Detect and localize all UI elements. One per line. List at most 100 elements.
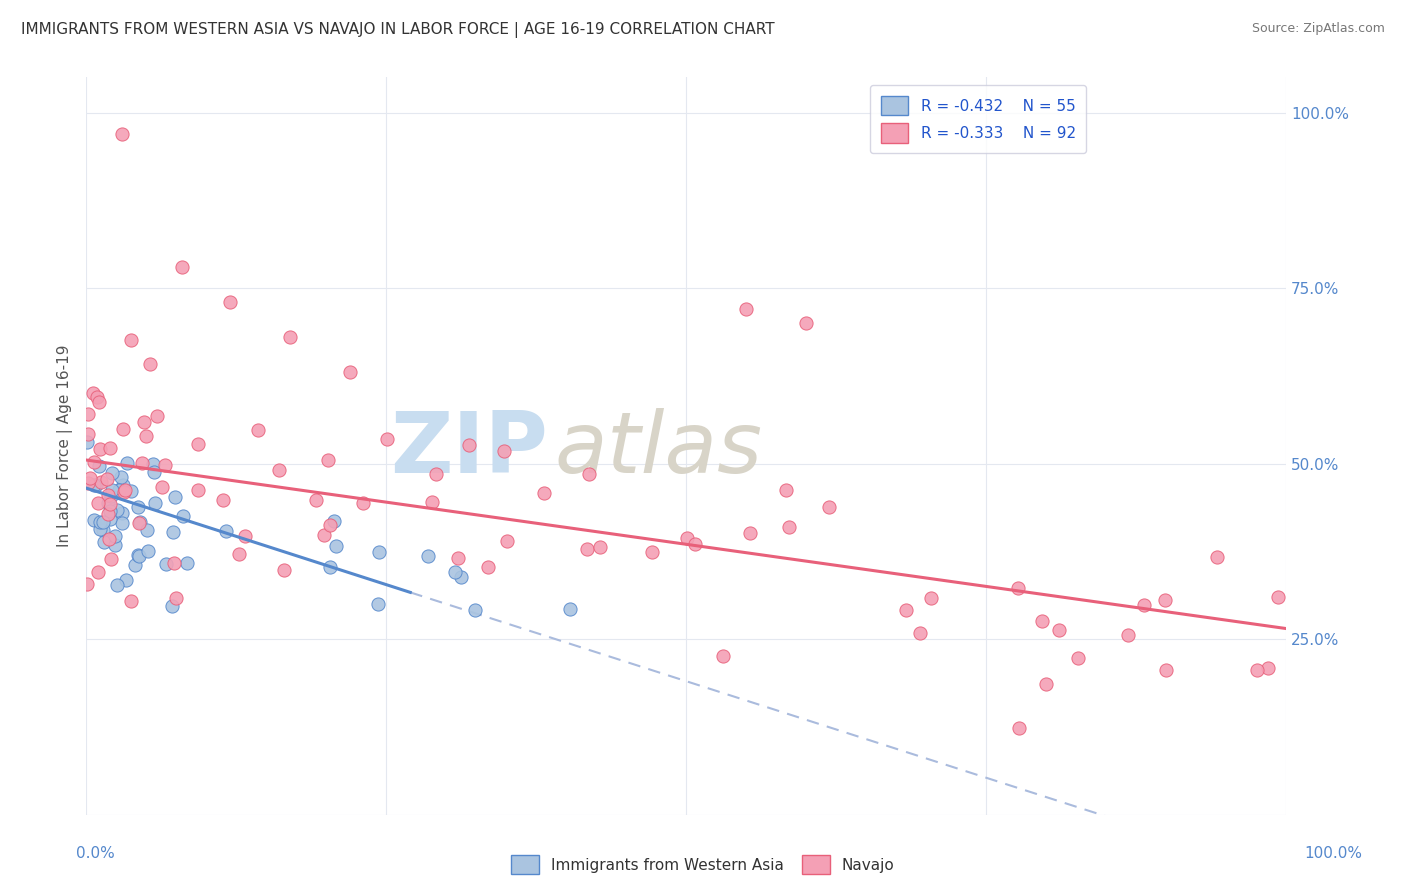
Point: [219, 295, 242, 310]
Point: [97, 488, 120, 502]
Point: [128, 549, 150, 563]
Point: [1035, 677, 1057, 691]
Point: [120, 334, 142, 348]
Point: [896, 602, 918, 616]
Point: [420, 495, 443, 509]
Point: [87, 496, 110, 510]
Point: [533, 486, 555, 500]
Point: [108, 483, 131, 497]
Point: [458, 438, 481, 452]
Text: 100.0%: 100.0%: [1303, 847, 1362, 861]
Point: [322, 514, 344, 528]
Point: [111, 506, 134, 520]
Point: [1031, 614, 1053, 628]
Point: [100, 551, 122, 566]
Point: [90, 475, 112, 490]
Point: [127, 500, 149, 515]
Point: [76, 434, 98, 449]
Point: [160, 599, 183, 614]
Point: [128, 516, 150, 531]
Point: [112, 478, 135, 492]
Point: [464, 603, 486, 617]
Point: [215, 524, 238, 539]
Point: [76, 577, 98, 591]
Point: [794, 316, 817, 330]
Point: [477, 559, 499, 574]
Point: [105, 503, 128, 517]
Point: [112, 485, 135, 500]
Point: [492, 444, 515, 458]
Point: [450, 570, 472, 584]
Point: [1246, 663, 1268, 677]
Point: [576, 541, 599, 556]
Point: [1206, 549, 1229, 564]
Point: [818, 500, 841, 514]
Point: [172, 260, 194, 274]
Point: [93, 534, 115, 549]
Point: [131, 457, 153, 471]
Point: [165, 591, 187, 606]
Point: [77, 407, 100, 421]
Point: [142, 465, 165, 479]
Point: [97, 508, 120, 522]
Point: [447, 550, 470, 565]
Point: [111, 422, 134, 436]
Point: [187, 437, 209, 451]
Point: [136, 524, 159, 538]
Point: [134, 415, 156, 429]
Point: [98, 512, 121, 526]
Point: [98, 442, 121, 456]
Point: [101, 466, 124, 480]
Point: [246, 423, 269, 437]
Point: [920, 591, 942, 605]
Point: [162, 525, 184, 540]
Text: IMMIGRANTS FROM WESTERN ASIA VS NAVAJO IN LABOR FORCE | AGE 16-19 CORRELATION CH: IMMIGRANTS FROM WESTERN ASIA VS NAVAJO I…: [21, 22, 775, 38]
Point: [1008, 721, 1031, 735]
Point: [143, 496, 166, 510]
Point: [100, 490, 122, 504]
Point: [1067, 650, 1090, 665]
Point: [115, 573, 138, 587]
Point: [111, 516, 134, 530]
Point: [1257, 661, 1279, 675]
Point: [91, 515, 114, 529]
Point: [127, 548, 149, 562]
Point: [86, 390, 108, 404]
Point: [83, 455, 105, 469]
Point: [368, 545, 391, 559]
Point: [103, 538, 125, 552]
Point: [312, 528, 335, 542]
Point: [98, 532, 121, 546]
Point: [908, 625, 931, 640]
Point: [98, 504, 121, 518]
Point: [735, 302, 758, 317]
Point: [319, 518, 342, 533]
Point: [425, 467, 447, 482]
Point: [233, 529, 256, 543]
Y-axis label: In Labor Force | Age 16-19: In Labor Force | Age 16-19: [58, 344, 73, 548]
Point: [187, 483, 209, 497]
Point: [305, 492, 328, 507]
Point: [87, 459, 110, 474]
Point: [316, 453, 339, 467]
Point: [1133, 599, 1156, 613]
Point: [87, 565, 110, 579]
Point: [83, 477, 105, 491]
Point: [1047, 623, 1070, 637]
Point: [135, 429, 157, 443]
Point: [685, 537, 707, 551]
Point: [778, 520, 800, 534]
Point: [212, 493, 235, 508]
Point: [139, 357, 162, 371]
Point: [228, 547, 250, 561]
Point: [578, 467, 600, 481]
Point: [101, 483, 124, 497]
Point: [155, 458, 177, 473]
Point: [267, 463, 290, 477]
Point: [641, 545, 664, 559]
Point: [105, 577, 128, 591]
Point: [165, 490, 187, 504]
Point: [711, 649, 734, 664]
Point: [367, 598, 389, 612]
Point: [560, 601, 582, 615]
